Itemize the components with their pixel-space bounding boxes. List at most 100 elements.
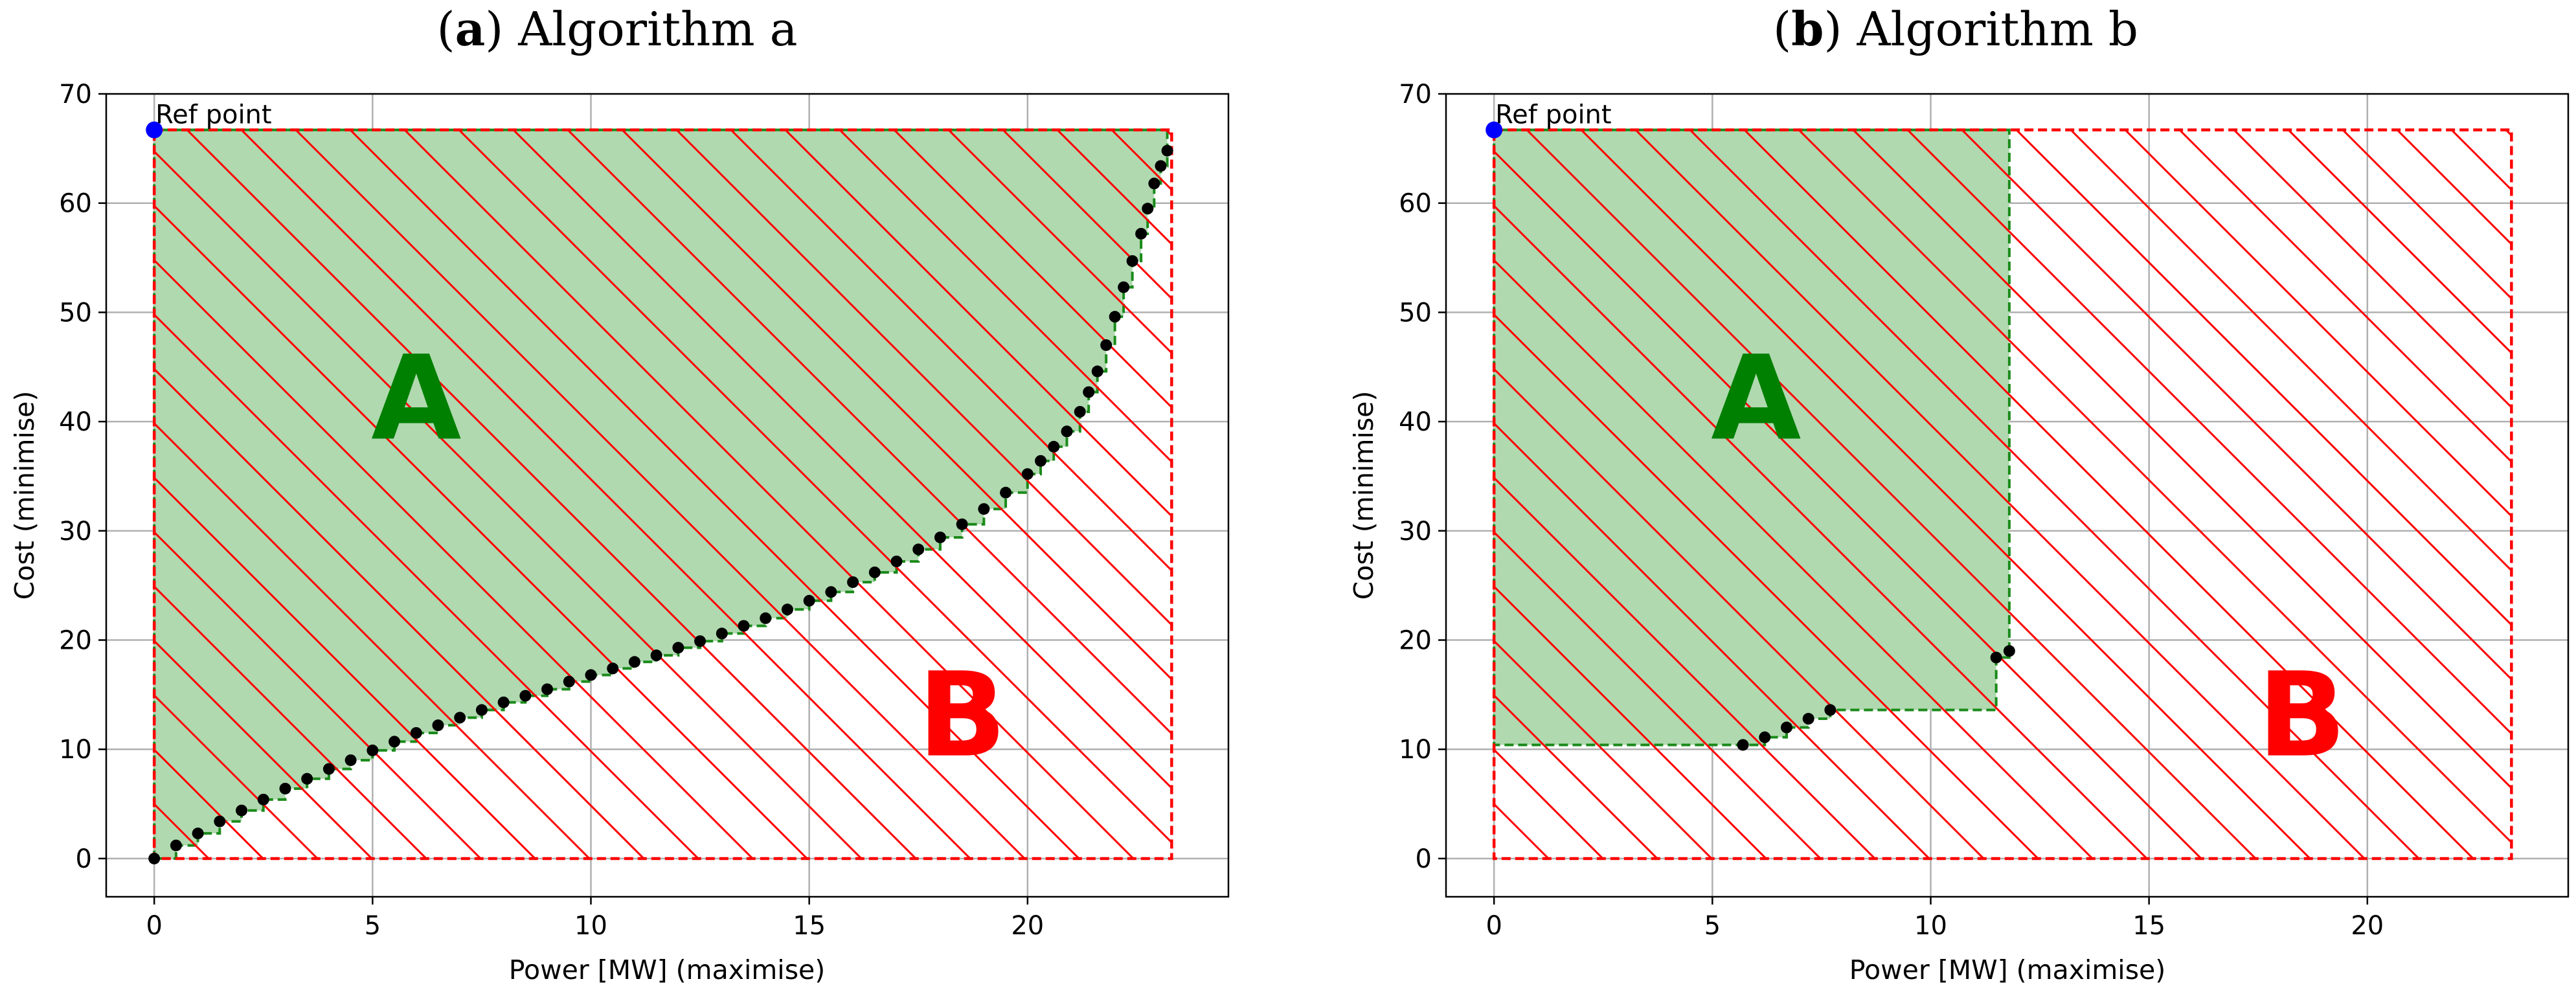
data-point (847, 576, 859, 589)
chart-title-b-text: Algorithm b (1856, 2, 2138, 56)
region-b-border (152, 128, 1173, 861)
data-point (628, 656, 640, 668)
hatch-line (621, 129, 1172, 681)
data-point (367, 744, 379, 756)
data-point (672, 642, 684, 654)
hatch-line (1494, 422, 1930, 859)
hatch-line (1852, 129, 2512, 790)
data-point (868, 566, 881, 578)
hatch-line (1494, 258, 2094, 859)
data-point (694, 635, 706, 647)
region-b-border (1492, 128, 2513, 861)
data-point (1780, 721, 1792, 734)
hatch-line (1002, 129, 1172, 300)
data-point (1083, 386, 1095, 398)
region-b-label: B (918, 648, 1006, 783)
data-point (497, 696, 510, 708)
y-axis-label-b: Cost (minimise) (1348, 391, 1379, 600)
hatch-line (730, 129, 1172, 572)
ticks-b: 0 5 10 15 20 0 10 20 30 40 50 60 70 (1399, 80, 2384, 941)
hatch-line (154, 313, 699, 859)
hatch-line (1494, 530, 1822, 859)
axes-frame-b (1445, 93, 2570, 898)
data-point (519, 690, 532, 702)
y-tick-label: 60 (59, 189, 92, 219)
region-a-label: A (371, 331, 461, 466)
chart-panel-b: (b) Algorithm b AB 0 5 10 15 200102030405060… (1348, 1, 2570, 985)
hatch-line (349, 129, 1080, 859)
y-tick-label: 70 (1399, 80, 1432, 109)
y-tick-label: 60 (1399, 189, 1432, 219)
data-point (257, 793, 269, 805)
data-point (1142, 203, 1154, 215)
data-point (454, 712, 466, 724)
y-tick-label: 10 (1399, 735, 1432, 765)
region-b-hatch (154, 129, 1172, 859)
data-point (1000, 486, 1012, 499)
hatch-line (154, 422, 591, 859)
hatch-line (154, 530, 482, 859)
ref-point-label: Ref point (1495, 100, 1611, 130)
data-point (1126, 255, 1138, 267)
ticks-a: 0 5 10 15 20 0 10 20 30 40 50 60 70 (59, 80, 1044, 941)
chart-title-a-letter: a (455, 1, 486, 56)
data-point (301, 772, 313, 785)
y-tick-label: 0 (1416, 844, 1432, 874)
axes-frame-a (105, 93, 1230, 898)
hatch-line (295, 129, 1026, 859)
hatch-line (1494, 585, 1767, 859)
data-point (716, 627, 728, 640)
data-point (1824, 704, 1836, 716)
data-point (1135, 227, 1147, 240)
data-point (1118, 281, 1130, 293)
hatch-line (1906, 129, 2512, 736)
data-point (1802, 713, 1814, 725)
data-point (1737, 739, 1749, 751)
hatch-line (403, 129, 1135, 859)
data-point (432, 719, 444, 732)
hatch-line (1494, 476, 1876, 859)
data-point (1109, 311, 1121, 323)
data-point (236, 804, 248, 816)
data-point (760, 612, 772, 624)
data-point (563, 675, 575, 688)
data-point (192, 827, 204, 840)
hatch-line (2287, 129, 2512, 355)
hatch-line (784, 129, 1172, 518)
data-point (148, 852, 161, 864)
data-point (1161, 144, 1173, 157)
ref-point-marker (146, 121, 163, 139)
x-tick-label: 0 (1486, 911, 1502, 941)
x-tick-label: 0 (146, 911, 162, 941)
data-point (890, 556, 903, 568)
x-axis-label-b: Power [MW] (maximise) (1849, 954, 2166, 985)
hatch-line (2015, 129, 2512, 627)
hatch-line (1580, 129, 2311, 859)
hatch-line (1743, 129, 2474, 859)
data-point (1091, 365, 1103, 377)
data-point (607, 662, 619, 675)
hatch-line (154, 367, 645, 859)
data-point (345, 754, 357, 767)
data-point (825, 586, 837, 598)
hatch-line (2233, 129, 2512, 409)
ref-point-marker (1486, 121, 1503, 139)
data-point (214, 815, 226, 827)
hatch-line (1689, 129, 2420, 859)
hatch-line (154, 693, 319, 859)
x-tick-label: 20 (2351, 911, 2384, 941)
hatch-line (2342, 129, 2512, 300)
data-point (1061, 425, 1073, 438)
y-tick-label: 30 (1399, 517, 1432, 546)
data-point (322, 763, 335, 775)
data-point (1100, 339, 1113, 352)
data-point (1990, 651, 2002, 664)
y-tick-label: 40 (59, 407, 92, 437)
ref-point-label: Ref point (155, 100, 271, 130)
data-point (912, 543, 925, 556)
data-point (1148, 177, 1160, 190)
hatch-line (154, 585, 427, 859)
y-tick-label: 70 (59, 80, 92, 109)
x-axis-label-a: Power [MW] (maximise) (509, 954, 826, 985)
hatch-line (2070, 129, 2512, 572)
